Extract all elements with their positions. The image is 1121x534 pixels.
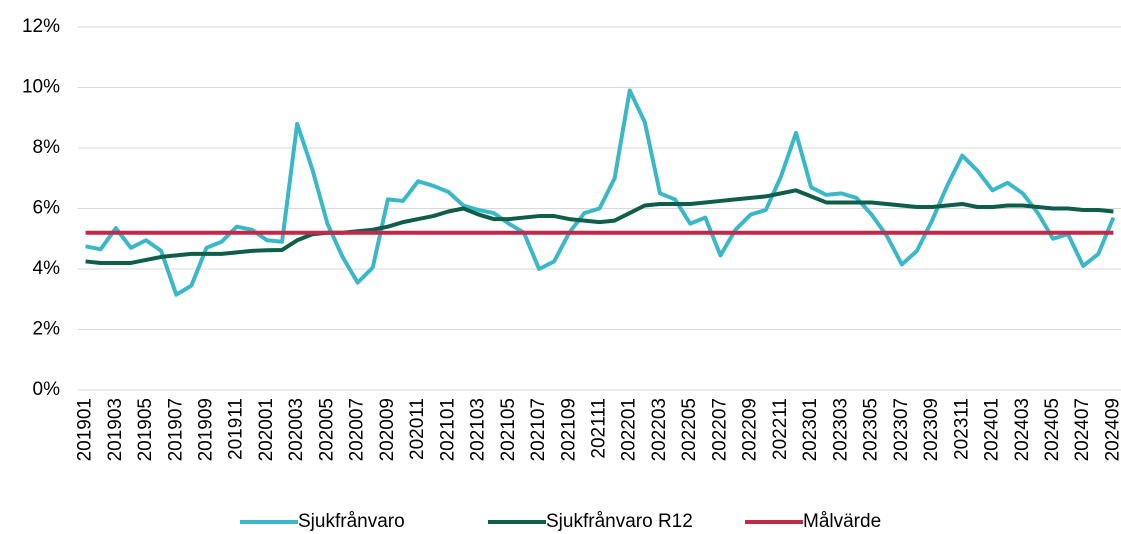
y-tick-label: 8% — [33, 137, 61, 158]
y-tick-label: 6% — [33, 198, 61, 219]
x-tick-label: 202301 — [800, 398, 821, 461]
y-tick-label: 4% — [33, 258, 61, 279]
series-line — [85, 188, 1114, 265]
x-tick-label: 202307 — [891, 398, 912, 461]
x-tick-label: 201907 — [165, 398, 186, 461]
x-tick-label: 201901 — [75, 398, 96, 461]
x-tick-label: 201903 — [105, 398, 126, 461]
x-tick-label: 202107 — [528, 398, 549, 461]
x-tick-label: 201911 — [226, 398, 247, 460]
x-tick-label: 202305 — [861, 398, 882, 461]
x-tick-label: 202101 — [437, 398, 458, 461]
x-tick-label: 202311 — [951, 398, 972, 460]
x-tick-label: 201909 — [196, 398, 217, 461]
legend-label: Sjukfrånvaro — [298, 511, 405, 532]
y-tick-label: 2% — [33, 319, 61, 340]
x-tick-label: 202405 — [1042, 398, 1063, 461]
x-tick-label: 202303 — [830, 398, 851, 461]
y-tick-label: 12% — [22, 16, 60, 37]
x-tick-label: 201905 — [135, 398, 156, 461]
x-tick-label: 202407 — [1072, 398, 1093, 461]
x-tick-label: 202207 — [709, 398, 730, 461]
legend-label: Sjukfrånvaro R12 — [546, 511, 693, 532]
x-tick-label: 202009 — [377, 398, 398, 461]
x-tick-label: 202005 — [316, 398, 337, 461]
x-tick-label: 202205 — [679, 398, 700, 461]
x-tick-label: 202401 — [982, 398, 1003, 461]
y-tick-label: 10% — [22, 77, 60, 98]
x-tick-label: 202203 — [649, 398, 670, 461]
x-tick-label: 202201 — [619, 398, 640, 461]
x-tick-label: 202007 — [347, 398, 368, 461]
x-tick-label: 202211 — [770, 398, 791, 460]
x-tick-label: 202003 — [286, 398, 307, 461]
x-tick-label: 202409 — [1102, 398, 1121, 461]
x-tick-label: 202209 — [740, 398, 761, 461]
x-tick-label: 202309 — [921, 398, 942, 461]
x-tick-label: 202105 — [498, 398, 519, 461]
x-tick-label: 202109 — [558, 398, 579, 461]
y-tick-label: 0% — [33, 379, 61, 400]
x-tick-label: 202011 — [407, 398, 428, 460]
x-tick-label: 202103 — [468, 398, 489, 461]
legend-label: Målvärde — [803, 511, 881, 532]
x-tick-label: 202403 — [1012, 398, 1033, 461]
x-tick-label: 202111 — [589, 398, 610, 459]
series-line — [85, 88, 1116, 297]
x-tick-label: 202001 — [256, 398, 277, 461]
